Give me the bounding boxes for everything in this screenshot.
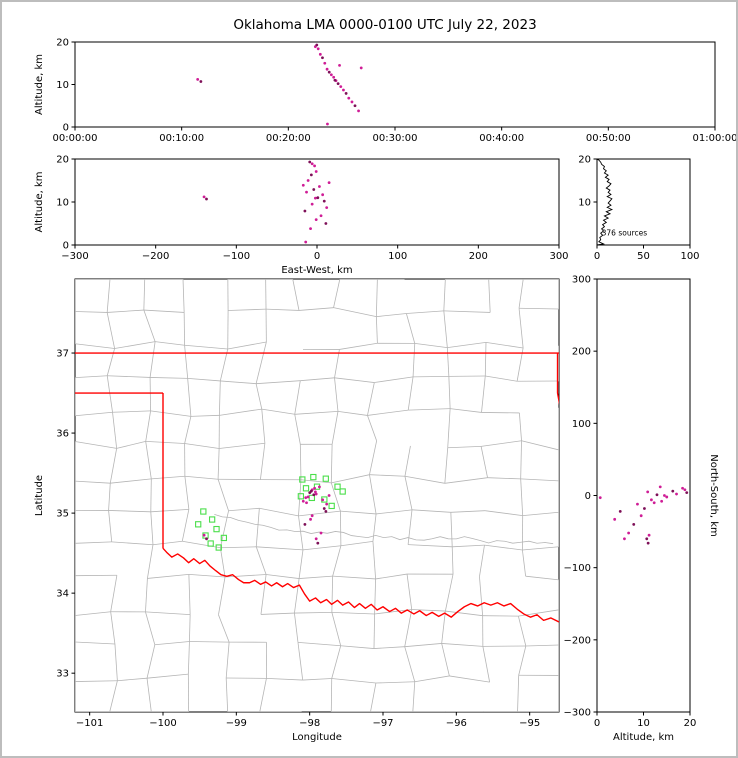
svg-text:−100: −100 — [149, 718, 176, 729]
svg-text:100: 100 — [572, 419, 591, 430]
altitude-histogram-line — [596, 158, 614, 246]
svg-text:−300: −300 — [61, 251, 88, 262]
svg-text:−101: −101 — [76, 718, 103, 729]
source-points-time-height — [196, 43, 363, 126]
state-border — [75, 352, 559, 623]
svg-text:34: 34 — [56, 589, 69, 600]
svg-text:−96: −96 — [446, 718, 467, 729]
svg-text:−200: −200 — [564, 635, 591, 646]
svg-text:00:20:00: 00:20:00 — [266, 133, 311, 144]
county-lines — [75, 279, 559, 712]
svg-text:Altitude, km: Altitude, km — [34, 172, 45, 233]
source-points-ns-height — [598, 485, 689, 545]
svg-text:200: 200 — [469, 251, 488, 262]
panel-alt-histogram: 0 50 100 10 20 — [578, 155, 699, 263]
source-points-ew-height — [202, 160, 331, 244]
svg-text:0: 0 — [314, 251, 320, 262]
svg-text:0: 0 — [63, 123, 69, 134]
svg-text:−100: −100 — [223, 251, 250, 262]
svg-text:33: 33 — [56, 669, 69, 680]
svg-text:−97: −97 — [372, 718, 393, 729]
svg-text:20: 20 — [684, 718, 697, 729]
panel-time-height: 00:00:00 00:10:00 00:20:00 00:30:00 00:40:00… — [34, 38, 738, 145]
svg-text:10: 10 — [637, 718, 650, 729]
svg-text:10: 10 — [578, 198, 591, 209]
svg-text:−100: −100 — [564, 563, 591, 574]
svg-text:20: 20 — [56, 155, 69, 166]
svg-text:Latitude: Latitude — [34, 475, 45, 516]
svg-text:−200: −200 — [142, 251, 169, 262]
svg-text:36: 36 — [56, 429, 69, 440]
svg-text:10: 10 — [56, 198, 69, 209]
svg-text:01:00:00: 01:00:00 — [693, 133, 738, 144]
svg-text:35: 35 — [56, 509, 69, 520]
svg-text:Altitude, km: Altitude, km — [613, 732, 674, 743]
svg-text:20: 20 — [56, 38, 69, 49]
svg-text:−300: −300 — [564, 708, 591, 719]
svg-text:−98: −98 — [299, 718, 320, 729]
svg-text:0: 0 — [63, 241, 69, 252]
svg-text:East-West, km: East-West, km — [281, 265, 352, 276]
svg-text:00:40:00: 00:40:00 — [479, 133, 524, 144]
svg-text:20: 20 — [578, 155, 591, 166]
svg-text:37: 37 — [56, 349, 69, 360]
svg-text:300: 300 — [572, 275, 591, 286]
panel-ew-height: −300 −200 −100 0 100 200 300 0 10 20 East-West, km… — [34, 155, 569, 277]
svg-text:0: 0 — [585, 491, 591, 502]
station-markers — [195, 473, 346, 551]
svg-text:Altitude, km: Altitude, km — [34, 54, 45, 115]
svg-text:−95: −95 — [519, 718, 540, 729]
svg-text:10: 10 — [56, 80, 69, 91]
svg-text:Longitude: Longitude — [292, 732, 342, 743]
map-layers — [75, 279, 559, 712]
figure-title: Oklahoma LMA 0000-0100 UTC July 22, 2023 — [233, 17, 536, 33]
source-points-map — [202, 485, 331, 545]
svg-text:−99: −99 — [226, 718, 247, 729]
svg-text:50: 50 — [637, 251, 650, 262]
svg-text:376 sources: 376 sources — [602, 229, 648, 238]
svg-text:300: 300 — [549, 251, 568, 262]
svg-text:100: 100 — [388, 251, 407, 262]
svg-text:0: 0 — [594, 251, 600, 262]
svg-text:00:00:00: 00:00:00 — [53, 133, 98, 144]
river-line — [214, 514, 554, 545]
svg-text:00:10:00: 00:10:00 — [159, 133, 204, 144]
svg-text:0: 0 — [594, 718, 600, 729]
svg-text:100: 100 — [680, 251, 699, 262]
svg-text:North-South, km: North-South, km — [708, 454, 719, 537]
panel-ns-height: 0 10 20 300 200 100 0 −100 −200 −300 Altitude, km N… — [564, 275, 719, 744]
svg-text:00:50:00: 00:50:00 — [586, 133, 631, 144]
svg-text:00:30:00: 00:30:00 — [373, 133, 418, 144]
svg-text:200: 200 — [572, 347, 591, 358]
